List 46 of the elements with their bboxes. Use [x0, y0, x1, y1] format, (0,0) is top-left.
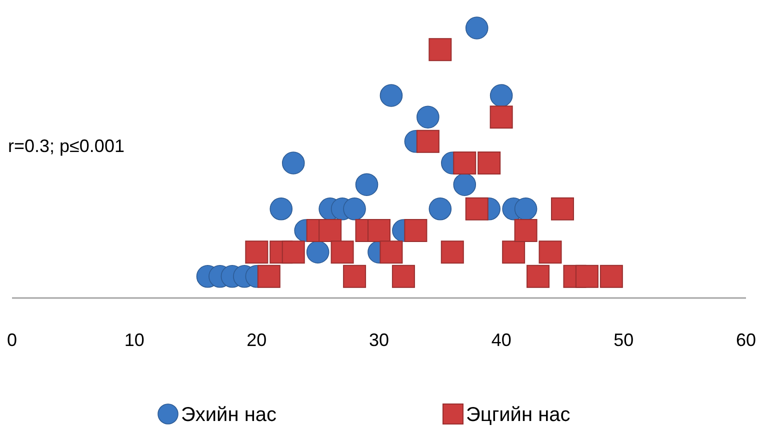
point — [551, 197, 574, 220]
x-tick-label: 10 — [124, 330, 144, 350]
point — [428, 38, 452, 62]
point — [465, 197, 488, 220]
point — [453, 152, 476, 174]
point — [502, 240, 526, 264]
point — [526, 264, 550, 288]
x-tick-label: 60 — [736, 330, 756, 350]
point — [465, 16, 488, 40]
x-tick-label: 20 — [246, 330, 267, 350]
point — [368, 219, 390, 242]
point — [514, 219, 538, 242]
point — [514, 198, 538, 220]
point — [245, 240, 268, 264]
point — [538, 240, 562, 264]
point — [270, 198, 293, 220]
point — [600, 264, 623, 288]
x-tick-label: 50 — [614, 330, 634, 350]
point — [380, 240, 403, 264]
point — [343, 264, 366, 288]
point — [282, 240, 305, 264]
x-tick-label: 0 — [6, 330, 18, 350]
point — [453, 173, 476, 196]
x-tick-label: 40 — [491, 330, 512, 350]
legend-label: Эхийн нас — [181, 404, 276, 426]
point — [575, 264, 598, 288]
point — [490, 84, 513, 107]
point — [257, 264, 280, 288]
point — [404, 219, 428, 242]
legend-label: Эцгийн нас — [466, 404, 570, 426]
point — [306, 240, 330, 264]
point — [282, 152, 305, 174]
point — [343, 198, 366, 220]
point — [416, 106, 440, 128]
annotation: r=0.3; p≤0.001 — [8, 136, 124, 156]
point — [392, 264, 415, 288]
point — [490, 106, 513, 129]
point — [478, 152, 501, 174]
point — [318, 219, 342, 242]
point — [330, 240, 354, 264]
point — [416, 130, 440, 153]
point — [428, 198, 452, 220]
point — [440, 240, 464, 264]
x-tick-label: 30 — [368, 330, 390, 350]
point — [380, 84, 403, 107]
point — [355, 173, 378, 196]
